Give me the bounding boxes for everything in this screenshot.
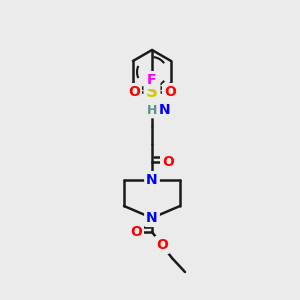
Text: O: O <box>162 155 174 169</box>
Text: N: N <box>146 211 158 225</box>
Text: N: N <box>159 103 171 117</box>
Text: N: N <box>146 173 158 187</box>
Text: H: H <box>147 103 157 116</box>
Text: O: O <box>156 238 168 252</box>
Text: F: F <box>147 73 157 87</box>
Text: O: O <box>128 85 140 99</box>
Text: O: O <box>130 225 142 239</box>
Text: O: O <box>164 85 176 99</box>
Text: S: S <box>146 83 158 101</box>
